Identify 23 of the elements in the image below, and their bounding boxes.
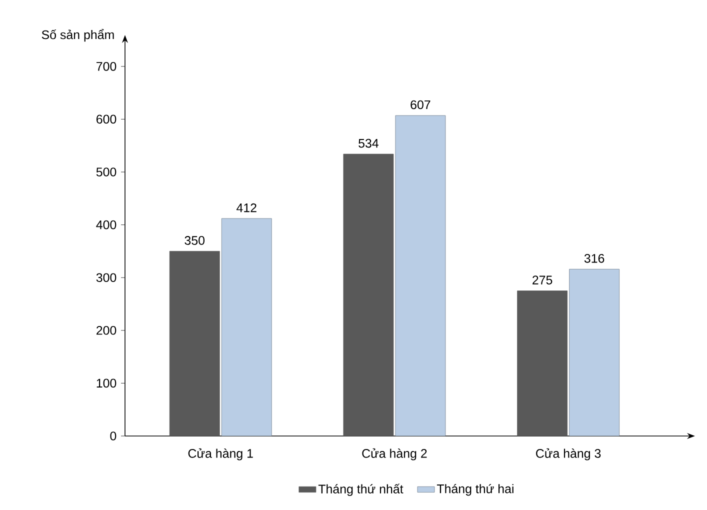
y-tick-label: 0 <box>110 432 116 440</box>
data-label: 350 <box>184 236 205 245</box>
data-label: 316 <box>584 254 604 263</box>
bar <box>569 268 620 436</box>
y-tick-label: 200 <box>96 326 116 335</box>
x-tick-label: Cửa hàng 1 <box>188 448 253 460</box>
y-tick-label: 700 <box>96 62 116 71</box>
y-tick-label: 600 <box>96 114 116 124</box>
y-axis-title: Số sản phẩm <box>42 29 114 42</box>
data-label: 607 <box>410 100 430 110</box>
x-tick-label: Cửa hàng 2 <box>362 448 427 460</box>
bar <box>395 115 446 436</box>
y-tick-label: 100 <box>96 378 116 388</box>
legend-label: Tháng thứ nhất <box>318 484 404 496</box>
legend-label: Tháng thứ hai <box>436 484 514 496</box>
data-label: 412 <box>236 203 256 212</box>
y-tick-label: 400 <box>96 220 116 230</box>
bar <box>221 218 272 436</box>
y-tick-label: 300 <box>96 273 116 282</box>
x-tick-label: Cửa hàng 3 <box>536 448 601 460</box>
data-label: 275 <box>532 276 552 284</box>
y-tick-label: 500 <box>96 168 116 176</box>
data-label: 534 <box>358 138 378 148</box>
